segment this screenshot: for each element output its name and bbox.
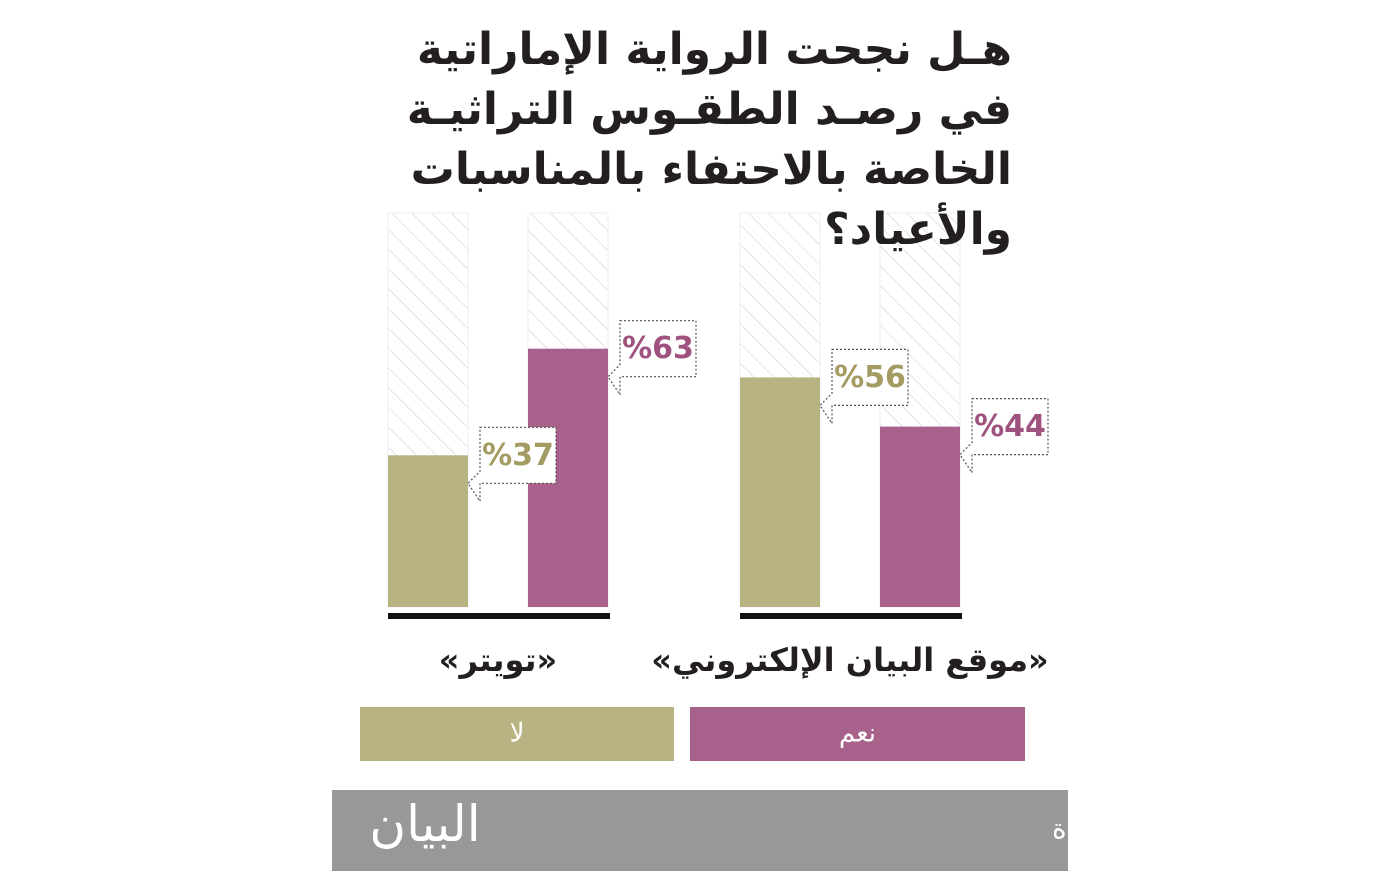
credit: غرافيك: محمد أبوعبيدة [1052, 809, 1320, 845]
value-label: %56 [834, 360, 906, 395]
legend-swatch [690, 707, 1025, 761]
value-label: %44 [974, 409, 1046, 444]
bar [880, 426, 960, 607]
footer-bar [332, 790, 1068, 871]
baseline [388, 613, 610, 619]
category-label: «تويتر» [439, 641, 557, 679]
legend-swatch [360, 707, 674, 761]
brand-logo: البيان [369, 795, 480, 853]
baseline [740, 613, 962, 619]
legend-label: لا [510, 719, 525, 749]
legend-label: نعم [839, 719, 876, 749]
category-label: «موقع البيان الإلكتروني» [651, 641, 1048, 679]
bar [740, 377, 820, 607]
value-label: %63 [622, 331, 694, 366]
value-callout [959, 398, 1049, 475]
value-callout [819, 348, 909, 426]
value-callout [467, 426, 557, 504]
bar [388, 455, 468, 607]
value-callout [607, 320, 697, 397]
chart-title: هـل نجحت الرواية الإماراتية في رصـد الطق… [406, 24, 1012, 255]
value-label: %37 [482, 438, 554, 473]
